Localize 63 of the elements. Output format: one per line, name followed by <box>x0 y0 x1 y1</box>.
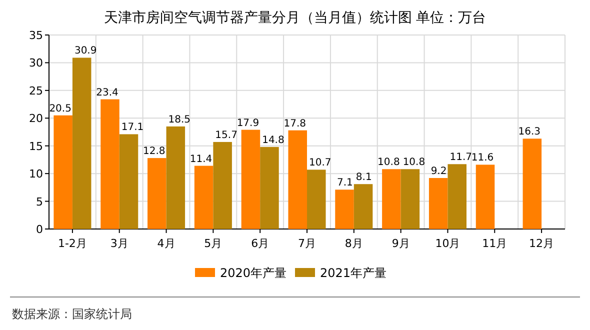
bar <box>148 158 166 229</box>
y-tick-label: 35 <box>29 29 43 42</box>
x-tick-label: 1-2月 <box>58 237 87 250</box>
bar <box>522 138 542 229</box>
data-label: 17.9 <box>236 118 260 129</box>
legend-label: 2021年产量 <box>320 266 387 280</box>
bar <box>241 130 260 229</box>
y-tick-label: 0 <box>36 223 43 236</box>
x-tick-label: 7月 <box>298 237 316 250</box>
bar <box>100 99 120 229</box>
bar <box>448 164 466 229</box>
bar <box>428 178 448 229</box>
y-tick-label: 10 <box>29 168 43 181</box>
x-tick-label: 10月 <box>435 237 460 250</box>
data-label: 11.6 <box>471 152 494 164</box>
data-label: 8.1 <box>356 172 372 184</box>
bar <box>288 130 307 229</box>
y-tick-label: 25 <box>29 84 43 98</box>
x-tick-label: 3月 <box>110 237 128 250</box>
data-label: 11.4 <box>190 154 212 165</box>
x-tick-label: 9月 <box>392 237 410 250</box>
data-label: 20.5 <box>49 103 72 114</box>
data-label: 7.1 <box>337 178 353 189</box>
y-tick-label: 5 <box>36 195 43 208</box>
data-label: 12.8 <box>143 146 166 158</box>
data-label: 17.8 <box>284 118 306 130</box>
data-label: 10.8 <box>378 157 400 168</box>
data-label: 15.7 <box>215 130 238 141</box>
x-tick-label: 11月 <box>482 237 508 250</box>
source-note: 数据来源：国家统计局 <box>12 307 132 321</box>
y-tick-label: 20 <box>29 112 43 126</box>
bar <box>335 190 354 229</box>
bar <box>194 166 214 229</box>
bar <box>382 169 401 229</box>
x-tick-label: 8月 <box>344 237 363 250</box>
bar <box>260 146 279 229</box>
data-label: 17.1 <box>121 122 144 134</box>
x-tick-label: 5月 <box>204 237 222 250</box>
data-label: 10.8 <box>402 157 426 168</box>
data-label: 30.9 <box>74 46 97 57</box>
bar <box>119 134 138 229</box>
data-label: 10.7 <box>309 158 332 169</box>
bar <box>476 164 495 229</box>
data-label: 23.4 <box>96 87 118 98</box>
data-label: 9.2 <box>430 166 447 177</box>
y-tick-label: 15 <box>29 140 43 153</box>
data-label: 16.3 <box>518 126 541 138</box>
bar <box>213 142 232 229</box>
x-tick-label: 4月 <box>157 237 176 250</box>
x-tick-label: 6月 <box>251 237 270 250</box>
bar <box>354 184 373 229</box>
bar <box>72 58 92 229</box>
legend-label: 2020年产量 <box>220 266 287 280</box>
y-tick-label: 30 <box>29 56 43 70</box>
chart-title: 天津市房间空气调节器产量分月（当月值）统计图 单位：万台 <box>104 10 486 26</box>
bar <box>54 115 72 229</box>
bar <box>166 126 186 229</box>
data-label: 18.5 <box>168 114 191 126</box>
data-label: 14.8 <box>262 134 284 146</box>
data-label: 11.7 <box>450 152 472 164</box>
bar <box>307 170 326 229</box>
x-tick-label: 12月 <box>529 237 554 250</box>
bar <box>400 169 420 229</box>
